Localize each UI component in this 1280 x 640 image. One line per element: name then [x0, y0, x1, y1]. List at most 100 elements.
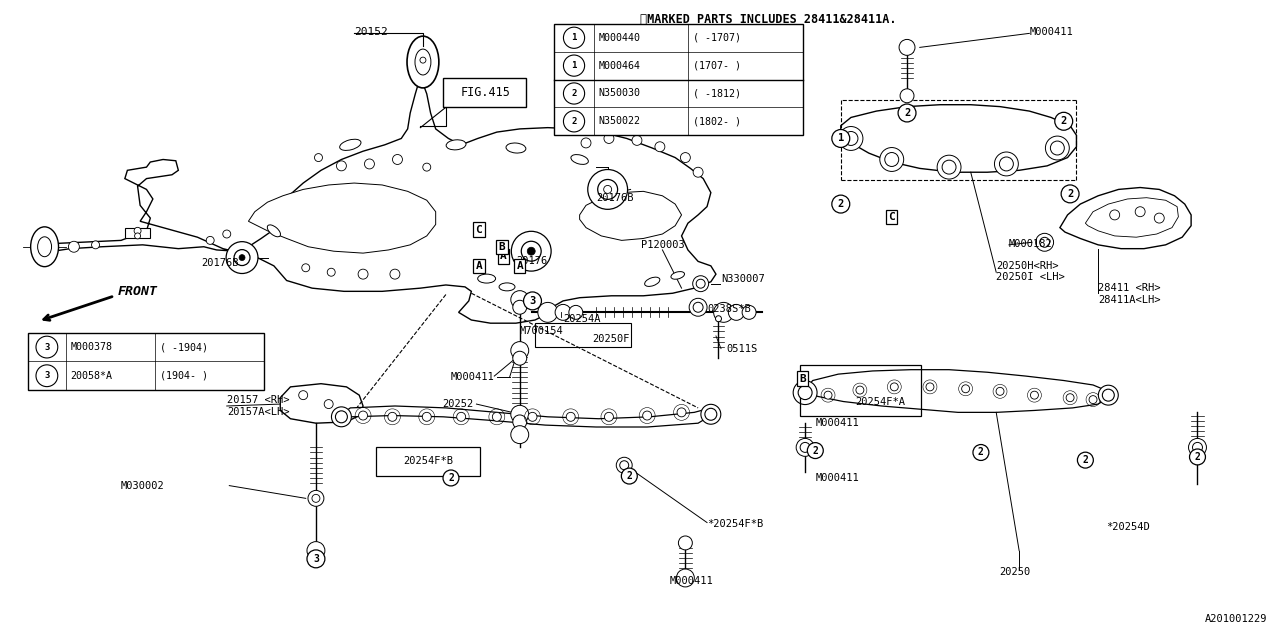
Circle shape: [566, 412, 575, 421]
Text: A: A: [499, 252, 507, 261]
Circle shape: [800, 442, 810, 452]
Text: 2: 2: [904, 108, 910, 118]
Circle shape: [358, 411, 367, 420]
Circle shape: [973, 445, 989, 460]
Text: 20152: 20152: [355, 27, 388, 37]
Circle shape: [556, 305, 571, 320]
Bar: [28, 333, 264, 390]
Ellipse shape: [645, 277, 660, 287]
Text: C: C: [476, 225, 483, 234]
Text: 20250: 20250: [998, 566, 1030, 577]
Text: M000440: M000440: [599, 33, 641, 43]
Circle shape: [604, 186, 612, 193]
Circle shape: [206, 236, 214, 244]
Circle shape: [925, 383, 934, 391]
Polygon shape: [342, 406, 710, 427]
Circle shape: [511, 426, 529, 444]
Circle shape: [332, 407, 352, 427]
Ellipse shape: [31, 227, 59, 267]
Ellipse shape: [407, 36, 439, 88]
Polygon shape: [841, 105, 1076, 172]
Circle shape: [298, 390, 307, 399]
Circle shape: [337, 410, 346, 419]
Circle shape: [794, 381, 817, 404]
Circle shape: [1102, 389, 1115, 401]
Circle shape: [899, 104, 916, 122]
Circle shape: [307, 550, 325, 568]
Circle shape: [581, 138, 591, 148]
Circle shape: [884, 152, 899, 166]
Ellipse shape: [506, 143, 526, 153]
Circle shape: [134, 233, 141, 239]
Text: 3: 3: [45, 342, 50, 351]
Circle shape: [302, 264, 310, 272]
Circle shape: [315, 154, 323, 161]
Ellipse shape: [447, 140, 466, 150]
Text: 3: 3: [530, 296, 535, 306]
Circle shape: [714, 303, 733, 323]
Circle shape: [728, 305, 744, 320]
Circle shape: [307, 541, 325, 559]
Polygon shape: [248, 183, 435, 253]
Circle shape: [92, 241, 100, 249]
Circle shape: [493, 412, 502, 421]
Text: A: A: [516, 261, 524, 271]
Text: B: B: [498, 242, 506, 252]
Text: 20157A<LH>: 20157A<LH>: [227, 407, 289, 417]
Circle shape: [616, 457, 632, 473]
Circle shape: [696, 279, 705, 288]
Text: 2: 2: [1194, 452, 1201, 462]
Ellipse shape: [339, 140, 361, 150]
Circle shape: [655, 142, 664, 152]
Circle shape: [1189, 438, 1207, 456]
Circle shape: [961, 385, 970, 393]
Circle shape: [1055, 112, 1073, 130]
Circle shape: [621, 468, 637, 484]
Circle shape: [742, 305, 756, 319]
Circle shape: [705, 408, 717, 420]
Circle shape: [856, 386, 864, 394]
Text: 2: 2: [813, 445, 818, 456]
Text: 2: 2: [626, 471, 632, 481]
Circle shape: [312, 494, 320, 502]
Circle shape: [1098, 385, 1119, 405]
Circle shape: [393, 154, 402, 164]
Polygon shape: [125, 228, 150, 239]
Text: 20254A: 20254A: [563, 314, 600, 324]
Circle shape: [524, 292, 541, 310]
Text: 20252: 20252: [443, 399, 474, 409]
Circle shape: [879, 148, 904, 172]
Text: *20254D: *20254D: [1106, 522, 1149, 532]
Circle shape: [511, 291, 529, 308]
Circle shape: [995, 152, 1019, 176]
Circle shape: [891, 383, 899, 391]
Circle shape: [308, 490, 324, 506]
Circle shape: [799, 386, 812, 399]
Circle shape: [598, 179, 618, 200]
Ellipse shape: [268, 225, 280, 237]
Polygon shape: [580, 191, 681, 241]
Circle shape: [1193, 442, 1202, 452]
Text: (1802- ): (1802- ): [694, 116, 741, 126]
Text: A: A: [476, 261, 483, 271]
Text: 20250I <LH>: 20250I <LH>: [996, 272, 1065, 282]
Text: 3: 3: [314, 554, 319, 564]
Circle shape: [832, 129, 850, 147]
Text: ( -1812): ( -1812): [694, 88, 741, 99]
Circle shape: [511, 405, 529, 423]
Circle shape: [563, 83, 585, 104]
Text: M000411: M000411: [1029, 27, 1073, 37]
Circle shape: [1066, 394, 1074, 402]
Text: 28411 <RH>: 28411 <RH>: [1098, 283, 1161, 293]
Text: FIG.415: FIG.415: [461, 86, 511, 99]
Circle shape: [420, 57, 426, 63]
Circle shape: [227, 242, 259, 273]
Text: *20254F*B: *20254F*B: [707, 519, 763, 529]
Circle shape: [692, 276, 709, 292]
Circle shape: [1039, 237, 1050, 247]
Circle shape: [422, 163, 431, 171]
Text: 2: 2: [571, 89, 577, 98]
Text: 20250F: 20250F: [593, 334, 630, 344]
Ellipse shape: [415, 49, 431, 75]
Text: M000411: M000411: [671, 576, 714, 586]
